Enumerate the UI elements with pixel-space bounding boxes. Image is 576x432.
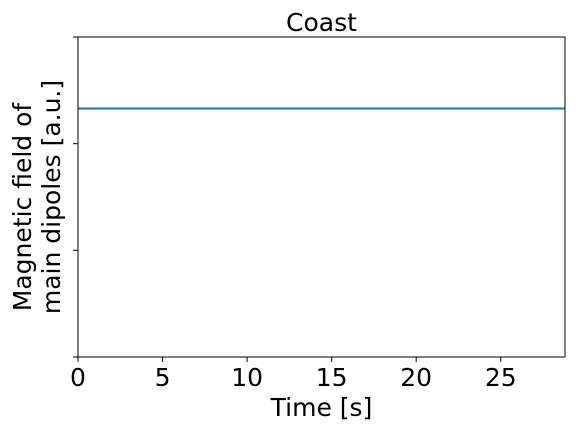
plot-area: 0 5 10 15 20 25 xyxy=(70,36,566,392)
x-tick-label-0: 0 xyxy=(70,363,86,392)
axes-frame xyxy=(77,36,566,358)
x-tick-label-2: 10 xyxy=(231,363,263,392)
x-tick-label-4: 20 xyxy=(400,363,432,392)
chart-title: Coast xyxy=(286,8,357,37)
y-axis-label-line-2: main dipoles [a.u.] xyxy=(37,80,66,314)
x-tick-label-1: 5 xyxy=(155,363,171,392)
y-axis-label-line-1: Magnetic field of xyxy=(8,102,37,312)
x-axis-label: Time [s] xyxy=(270,393,373,422)
y-axis-label: Magnetic field of main dipoles [a.u.] xyxy=(8,80,66,314)
x-tick-label-5: 25 xyxy=(485,363,517,392)
x-tick-label-3: 15 xyxy=(316,363,348,392)
